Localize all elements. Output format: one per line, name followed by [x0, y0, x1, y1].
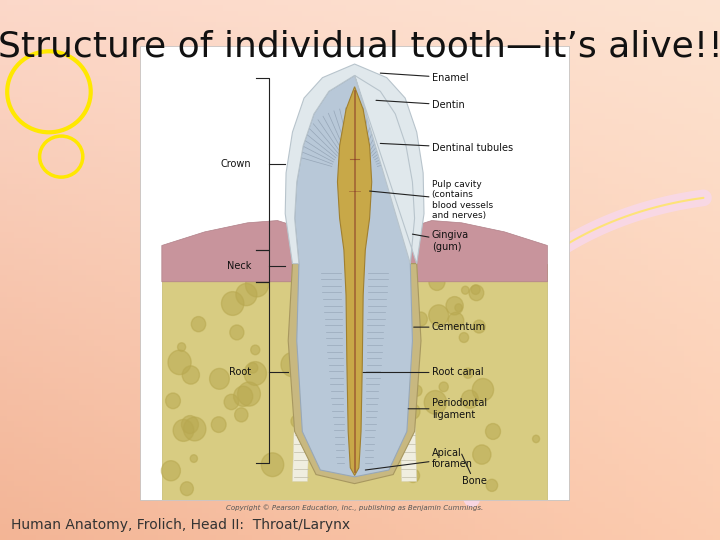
Circle shape	[459, 333, 469, 342]
Circle shape	[473, 320, 485, 333]
Circle shape	[486, 479, 498, 491]
Polygon shape	[292, 273, 314, 481]
Circle shape	[244, 362, 266, 386]
Circle shape	[180, 482, 194, 496]
Circle shape	[533, 435, 539, 443]
Polygon shape	[288, 264, 421, 484]
Circle shape	[473, 445, 491, 464]
Circle shape	[281, 353, 304, 377]
Circle shape	[192, 316, 206, 332]
Circle shape	[448, 312, 464, 329]
Circle shape	[412, 385, 422, 396]
Text: Structure of individual tooth—it’s alive!!: Structure of individual tooth—it’s alive…	[0, 30, 720, 64]
Circle shape	[463, 368, 473, 379]
Circle shape	[429, 273, 445, 291]
Circle shape	[471, 285, 480, 294]
Polygon shape	[162, 264, 547, 500]
Text: Copyright © Pearson Education, Inc., publishing as Benjamin Cummings.: Copyright © Pearson Education, Inc., pub…	[226, 504, 483, 511]
Circle shape	[251, 345, 260, 355]
Circle shape	[405, 404, 420, 419]
Circle shape	[173, 420, 194, 441]
Polygon shape	[397, 220, 547, 282]
Polygon shape	[162, 220, 312, 282]
Circle shape	[224, 394, 238, 410]
Circle shape	[184, 417, 206, 441]
Circle shape	[168, 350, 191, 375]
Polygon shape	[395, 273, 417, 481]
Circle shape	[407, 469, 420, 483]
Circle shape	[238, 382, 261, 406]
Circle shape	[235, 408, 248, 422]
Circle shape	[469, 285, 484, 301]
Circle shape	[414, 312, 428, 326]
Circle shape	[439, 382, 449, 392]
Circle shape	[485, 423, 500, 440]
Circle shape	[462, 390, 478, 408]
Text: Dentinal tubules: Dentinal tubules	[380, 143, 513, 153]
Circle shape	[472, 379, 494, 401]
Circle shape	[261, 453, 284, 477]
Circle shape	[182, 366, 199, 384]
Circle shape	[246, 273, 269, 297]
Circle shape	[161, 461, 181, 481]
Circle shape	[211, 417, 226, 433]
Text: Bone: Bone	[462, 454, 487, 487]
Polygon shape	[338, 87, 372, 475]
Circle shape	[233, 386, 253, 407]
Text: Gingiva
(gum): Gingiva (gum)	[413, 230, 469, 252]
Circle shape	[462, 286, 469, 294]
Circle shape	[236, 284, 257, 306]
Text: Cementum: Cementum	[414, 322, 486, 332]
Circle shape	[455, 304, 462, 312]
Circle shape	[428, 305, 449, 326]
Circle shape	[190, 455, 197, 462]
Text: Root canal: Root canal	[363, 368, 483, 377]
Text: Periodontal
ligament: Periodontal ligament	[408, 398, 487, 420]
Circle shape	[291, 415, 303, 428]
Text: Enamel: Enamel	[380, 73, 468, 83]
Text: Dentin: Dentin	[376, 100, 464, 110]
Circle shape	[230, 325, 244, 340]
Circle shape	[178, 343, 186, 352]
Circle shape	[166, 393, 181, 409]
Text: Apical
foramen: Apical foramen	[365, 448, 473, 470]
Bar	[140, 46, 569, 500]
Circle shape	[424, 390, 446, 414]
Circle shape	[210, 368, 229, 389]
Text: Human Anatomy, Frolich, Head II:  Throat/Larynx: Human Anatomy, Frolich, Head II: Throat/…	[11, 518, 350, 532]
Polygon shape	[285, 64, 424, 264]
Text: Root: Root	[229, 368, 251, 377]
Polygon shape	[294, 76, 415, 477]
Circle shape	[222, 292, 244, 315]
Circle shape	[181, 416, 199, 434]
Circle shape	[248, 363, 258, 373]
Text: Crown: Crown	[220, 159, 251, 169]
Circle shape	[446, 296, 463, 315]
Text: Pulp cavity
(contains
blood vessels
and nerves): Pulp cavity (contains blood vessels and …	[369, 180, 492, 220]
Text: Neck: Neck	[227, 261, 251, 271]
